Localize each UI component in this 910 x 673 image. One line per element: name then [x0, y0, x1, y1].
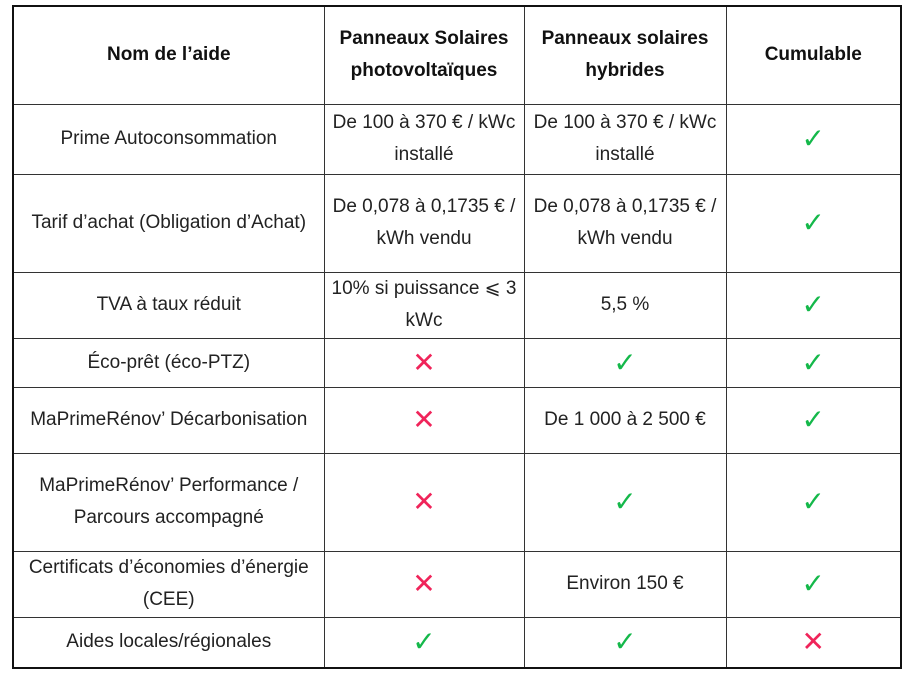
status-icon: ✕: [323, 452, 525, 552]
status-icon: ✓: [725, 550, 902, 618]
table-cell: Tarif d’achat (Obligation d’Achat): [12, 173, 325, 273]
status-icon: ✕: [323, 550, 525, 618]
table-cell: Éco-prêt (éco-PTZ): [12, 337, 325, 388]
table-cell: Environ 150 €: [523, 550, 727, 618]
status-icon: ✓: [725, 386, 902, 454]
table-row: MaPrimeRénov’ Décarbonisation ✕ De 1 000 à…: [12, 386, 902, 454]
status-icon: ✕: [323, 386, 525, 454]
status-icon: ✓: [523, 452, 727, 552]
table-row: Aides locales/régionales ✓ ✓ ✕: [12, 616, 902, 669]
status-icon: ✕: [725, 616, 902, 669]
table-cell: De 100 à 370 € / kWc installé: [323, 103, 525, 175]
table-cell: 5,5 %: [523, 271, 727, 339]
status-icon: ✓: [523, 337, 727, 388]
table-cell: Certificats d’économies d’énergie (CEE): [12, 550, 325, 618]
header-cell: Panneaux solaires hybrides: [523, 5, 727, 105]
table-header: Nom de l’aide Panneaux Solaires photovolt…: [12, 5, 902, 105]
table-row: Tarif d’achat (Obligation d’Achat) De 0,0…: [12, 173, 902, 273]
status-icon: ✓: [725, 173, 902, 273]
table-cell: 10% si puissance ⩽ 3 kWc: [323, 271, 525, 339]
table-row: Certificats d’économies d’énergie (CEE) ✕…: [12, 550, 902, 618]
table-row: Éco-prêt (éco-PTZ) ✕ ✓ ✓: [12, 337, 902, 388]
table-row: TVA à taux réduit 10% si puissance ⩽ 3 kW…: [12, 271, 902, 339]
status-icon: ✓: [725, 103, 902, 175]
table-row: MaPrimeRénov’ Performance / Parcours acc…: [12, 452, 902, 552]
status-icon: ✕: [323, 337, 525, 388]
status-icon: ✓: [323, 616, 525, 669]
table-cell: Aides locales/régionales: [12, 616, 325, 669]
table-cell: MaPrimeRénov’ Décarbonisation: [12, 386, 325, 454]
table-cell: De 0,078 à 0,1735 € / kWh vendu: [523, 173, 727, 273]
status-icon: ✓: [725, 452, 902, 552]
status-icon: ✓: [725, 271, 902, 339]
table-cell: De 1 000 à 2 500 €: [523, 386, 727, 454]
status-icon: ✓: [523, 616, 727, 669]
table-cell: De 100 à 370 € / kWc installé: [523, 103, 727, 175]
table-cell: MaPrimeRénov’ Performance / Parcours acc…: [12, 452, 325, 552]
status-icon: ✓: [725, 337, 902, 388]
table-cell: TVA à taux réduit: [12, 271, 325, 339]
table-body: Prime Autoconsommation De 100 à 370 € / k…: [12, 103, 902, 669]
header-cell: Panneaux Solaires photovoltaïques: [323, 5, 525, 105]
aid-table: Nom de l’aide Panneaux Solaires photovolt…: [12, 5, 902, 669]
header-cell: Cumulable: [725, 5, 902, 105]
table-row: Prime Autoconsommation De 100 à 370 € / k…: [12, 103, 902, 175]
header-cell: Nom de l’aide: [12, 5, 325, 105]
table-cell: De 0,078 à 0,1735 € / kWh vendu: [323, 173, 525, 273]
header-row: Nom de l’aide Panneaux Solaires photovolt…: [12, 5, 902, 105]
table-cell: Prime Autoconsommation: [12, 103, 325, 175]
